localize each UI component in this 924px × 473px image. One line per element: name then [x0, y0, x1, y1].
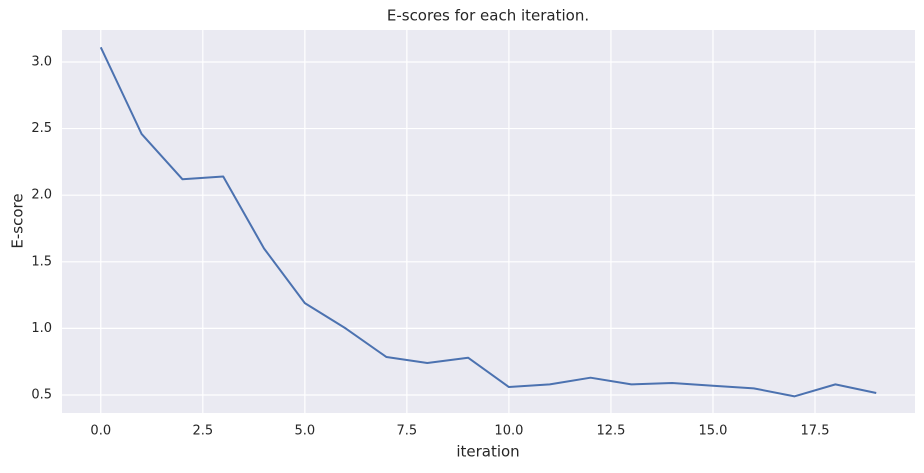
- x-tick-label: 15.0: [698, 424, 727, 439]
- y-axis-label: E-score: [9, 193, 27, 248]
- x-tick-label: 12.5: [596, 424, 625, 439]
- y-tick-label: 2.0: [31, 188, 52, 203]
- x-tick-label: 7.5: [397, 424, 418, 439]
- x-tick-label: 0.0: [90, 424, 111, 439]
- chart-title: E-scores for each iteration.: [387, 7, 589, 25]
- x-axis-label: iteration: [456, 443, 519, 461]
- x-tick-label: 17.5: [801, 424, 830, 439]
- y-tick-label: 0.5: [31, 388, 52, 403]
- x-tick-label: 5.0: [294, 424, 315, 439]
- y-tick-label: 3.0: [31, 54, 52, 69]
- x-tick-label: 10.0: [494, 424, 523, 439]
- y-tick-label: 2.5: [31, 121, 52, 136]
- data-line: [99, 46, 877, 398]
- y-tick-label: 1.5: [31, 254, 52, 269]
- x-tick-label: 2.5: [192, 424, 213, 439]
- y-tick-label: 1.0: [31, 321, 52, 336]
- plot-area: [62, 30, 915, 413]
